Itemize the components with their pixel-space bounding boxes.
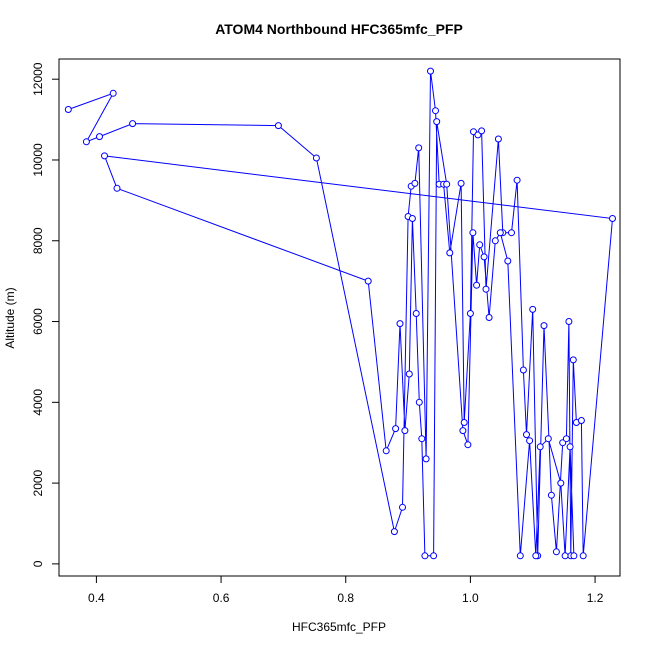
data-point (566, 443, 574, 451)
data-point (478, 127, 486, 135)
data-point (485, 314, 493, 321)
data-point (544, 435, 552, 443)
data-point (274, 122, 282, 130)
plot-frame (58, 58, 621, 577)
data-point (82, 138, 90, 146)
data-point (364, 277, 372, 285)
data-point (432, 107, 439, 115)
data-point (96, 133, 103, 141)
data-point (415, 398, 423, 406)
data-point (508, 229, 515, 237)
data-point (415, 144, 423, 152)
data-point (480, 253, 488, 261)
data-point (457, 179, 465, 187)
data-point (443, 180, 451, 188)
data-point (446, 249, 454, 257)
data-point (494, 135, 502, 143)
data-point (562, 435, 570, 443)
series-layer (64, 67, 616, 560)
y-axis: 0 2000 4000 6000 8000 10000 12000 (31, 62, 59, 567)
data-point (565, 318, 573, 325)
data-point (466, 310, 474, 317)
x-tick-label: 1.2 (587, 591, 604, 605)
data-point (401, 427, 409, 435)
data-point (516, 552, 524, 560)
data-point (569, 356, 577, 364)
data-point (609, 215, 616, 222)
data-point (101, 152, 108, 160)
data-point (496, 229, 504, 237)
data-point (526, 437, 534, 445)
data-point (577, 417, 585, 424)
data-point (427, 67, 434, 75)
data-point (552, 548, 560, 556)
data-point (430, 552, 438, 560)
y-tick-label: 0 (31, 560, 45, 567)
data-point (519, 366, 527, 374)
y-tick-label: 2000 (31, 469, 45, 496)
data-point (418, 435, 426, 443)
x-tick-label: 0.6 (213, 591, 230, 605)
data-point (536, 443, 544, 451)
data-point (459, 427, 467, 435)
data-point (469, 229, 477, 237)
data-point (473, 281, 481, 289)
series-line (68, 71, 614, 557)
data-point (540, 322, 548, 330)
data-point (411, 179, 419, 187)
data-point (464, 441, 472, 449)
data-point (405, 370, 413, 378)
data-point (433, 118, 441, 126)
y-tick-label: 8000 (31, 227, 45, 254)
data-point (523, 431, 530, 439)
y-tick-label: 6000 (31, 308, 45, 335)
x-tick-label: 0.4 (88, 591, 105, 605)
data-point (532, 552, 540, 560)
chart-title: ATOM4 Northbound HFC365mfc_PFP (215, 21, 463, 37)
data-point (64, 106, 72, 113)
data-point (129, 120, 137, 128)
data-point (399, 503, 406, 511)
data-point (109, 89, 117, 97)
data-point (547, 491, 555, 499)
data-point (561, 552, 569, 560)
x-axis: 0.4 0.6 0.8 1.0 1.2 (88, 576, 604, 605)
data-point (529, 305, 537, 313)
data-point (482, 285, 490, 293)
data-point (557, 479, 565, 487)
data-point (476, 241, 484, 249)
data-point (421, 552, 429, 560)
data-point (312, 154, 320, 162)
x-tick-label: 0.8 (337, 591, 354, 605)
data-point (113, 184, 121, 192)
data-point (422, 455, 430, 463)
data-point (392, 425, 400, 433)
data-point (412, 310, 420, 317)
data-point (382, 447, 390, 455)
y-tick-label: 12000 (31, 62, 45, 96)
y-axis-label: Altitude (m) (3, 287, 17, 348)
y-tick-label: 10000 (31, 143, 45, 177)
data-point (513, 176, 521, 184)
data-point (504, 257, 512, 265)
data-point (579, 552, 587, 560)
data-point (460, 419, 468, 426)
data-point (408, 215, 416, 222)
data-point (491, 237, 499, 245)
y-tick-label: 4000 (31, 389, 45, 416)
data-point (570, 552, 578, 560)
data-point (390, 528, 398, 536)
x-tick-label: 1.0 (462, 591, 479, 605)
x-axis-label: HFC365mfc_PFP (292, 620, 386, 634)
data-point (396, 320, 404, 328)
